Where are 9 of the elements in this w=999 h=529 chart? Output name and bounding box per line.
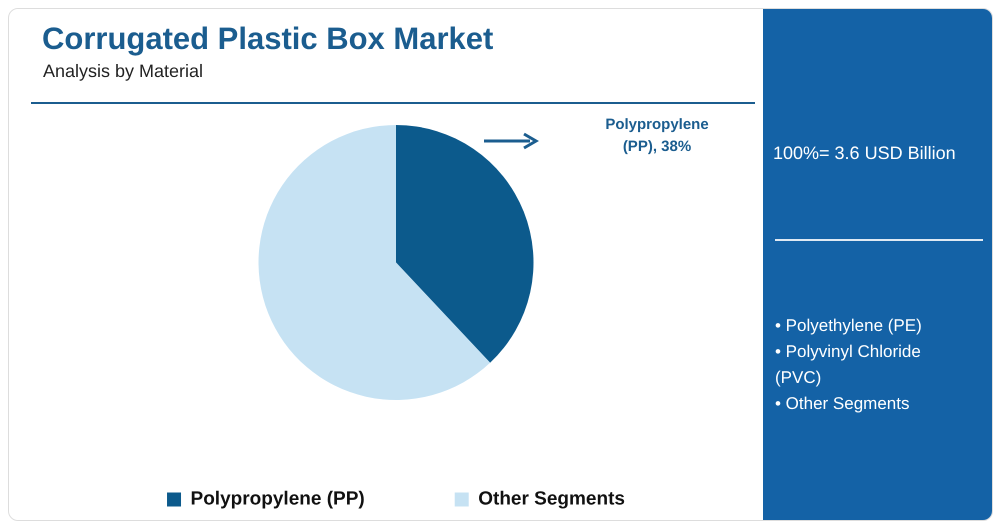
legend-label: Other Segments <box>478 488 625 510</box>
text: 100%= 3.6 USD Billion <box>773 143 956 164</box>
text: • Other Segments <box>775 393 910 415</box>
chart-subtitle: Analysis by Material <box>43 61 204 82</box>
legend-label: Polypropylene (PP) <box>190 488 365 510</box>
chart-title: Corrugated Plastic Box Market <box>42 21 494 57</box>
text: • Polyvinyl Chloride (PVC) <box>775 341 922 389</box>
text: • Polyethylene (PE) <box>775 315 923 337</box>
text: Polypropylene (PP), 38% <box>604 115 710 157</box>
